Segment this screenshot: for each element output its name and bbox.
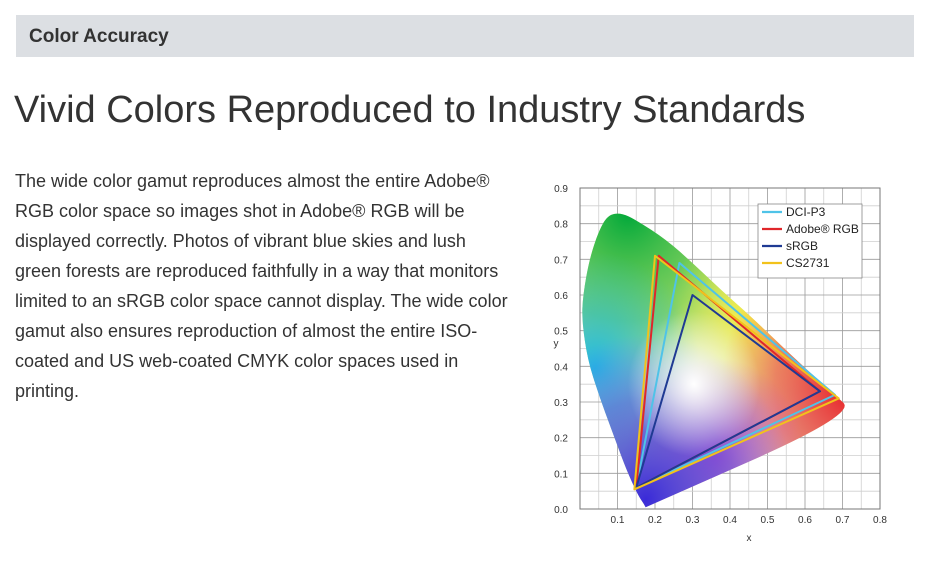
- y-axis-label: y: [554, 339, 559, 350]
- x-tick-label: 0.4: [723, 515, 737, 526]
- x-tick-label: 0.2: [648, 515, 662, 526]
- gamut-triangle-cs2731: [633, 254, 840, 491]
- section-title: Color Accuracy: [29, 26, 169, 47]
- cie-chromaticity-chart: 0.1 0.2 0.3 0.4 0.5 0.6 0.7 0.8 0.0 0.1 0.2 0.3 0.4 0…: [540, 176, 900, 556]
- legend-entry-label: Adobe® RGB: [786, 222, 859, 236]
- body-paragraph: The wide color gamut reproduces almost t…: [15, 171, 508, 401]
- y-tick-label: 0.0: [554, 505, 568, 516]
- y-tick-label: 0.8: [554, 220, 568, 231]
- x-axis-label: x: [747, 533, 752, 544]
- legend-entry-label: DCI-P3: [786, 205, 826, 219]
- y-tick-label: 0.5: [554, 327, 568, 338]
- x-tick-label: 0.6: [798, 515, 812, 526]
- gamut-series: [633, 254, 840, 491]
- gamut-triangle-dci-p3: [635, 261, 836, 489]
- gamut-triangle-srgb: [635, 294, 821, 489]
- y-tick-label: 0.2: [554, 434, 568, 445]
- page-headline: Vivid Colors Reproduced to Industry Stan…: [14, 89, 806, 131]
- y-tick-label: 0.4: [554, 362, 568, 373]
- axis-ticks: 0.1 0.2 0.3 0.4 0.5 0.6 0.7 0.8 0.0 0.1 0.2 0.3 0.4 0…: [554, 184, 887, 526]
- x-tick-label: 0.5: [761, 515, 775, 526]
- plot-frame: [579, 187, 881, 510]
- x-tick-label: 0.7: [836, 515, 850, 526]
- chart-legend: DCI-P3 Adobe® RGB sRGB CS2731: [757, 203, 863, 279]
- legend-entry-label: CS2731: [786, 256, 830, 270]
- x-tick-label: 0.8: [873, 515, 887, 526]
- legend-entry-label: sRGB: [786, 239, 818, 253]
- y-tick-label: 0.3: [554, 398, 568, 409]
- y-tick-label: 0.1: [554, 469, 568, 480]
- x-tick-label: 0.3: [686, 515, 700, 526]
- y-tick-label: 0.7: [554, 255, 568, 266]
- y-tick-label: 0.6: [554, 291, 568, 302]
- y-tick-label: 0.9: [554, 184, 568, 195]
- x-tick-label: 0.1: [611, 515, 625, 526]
- section-header-bar: Color Accuracy: [16, 15, 914, 57]
